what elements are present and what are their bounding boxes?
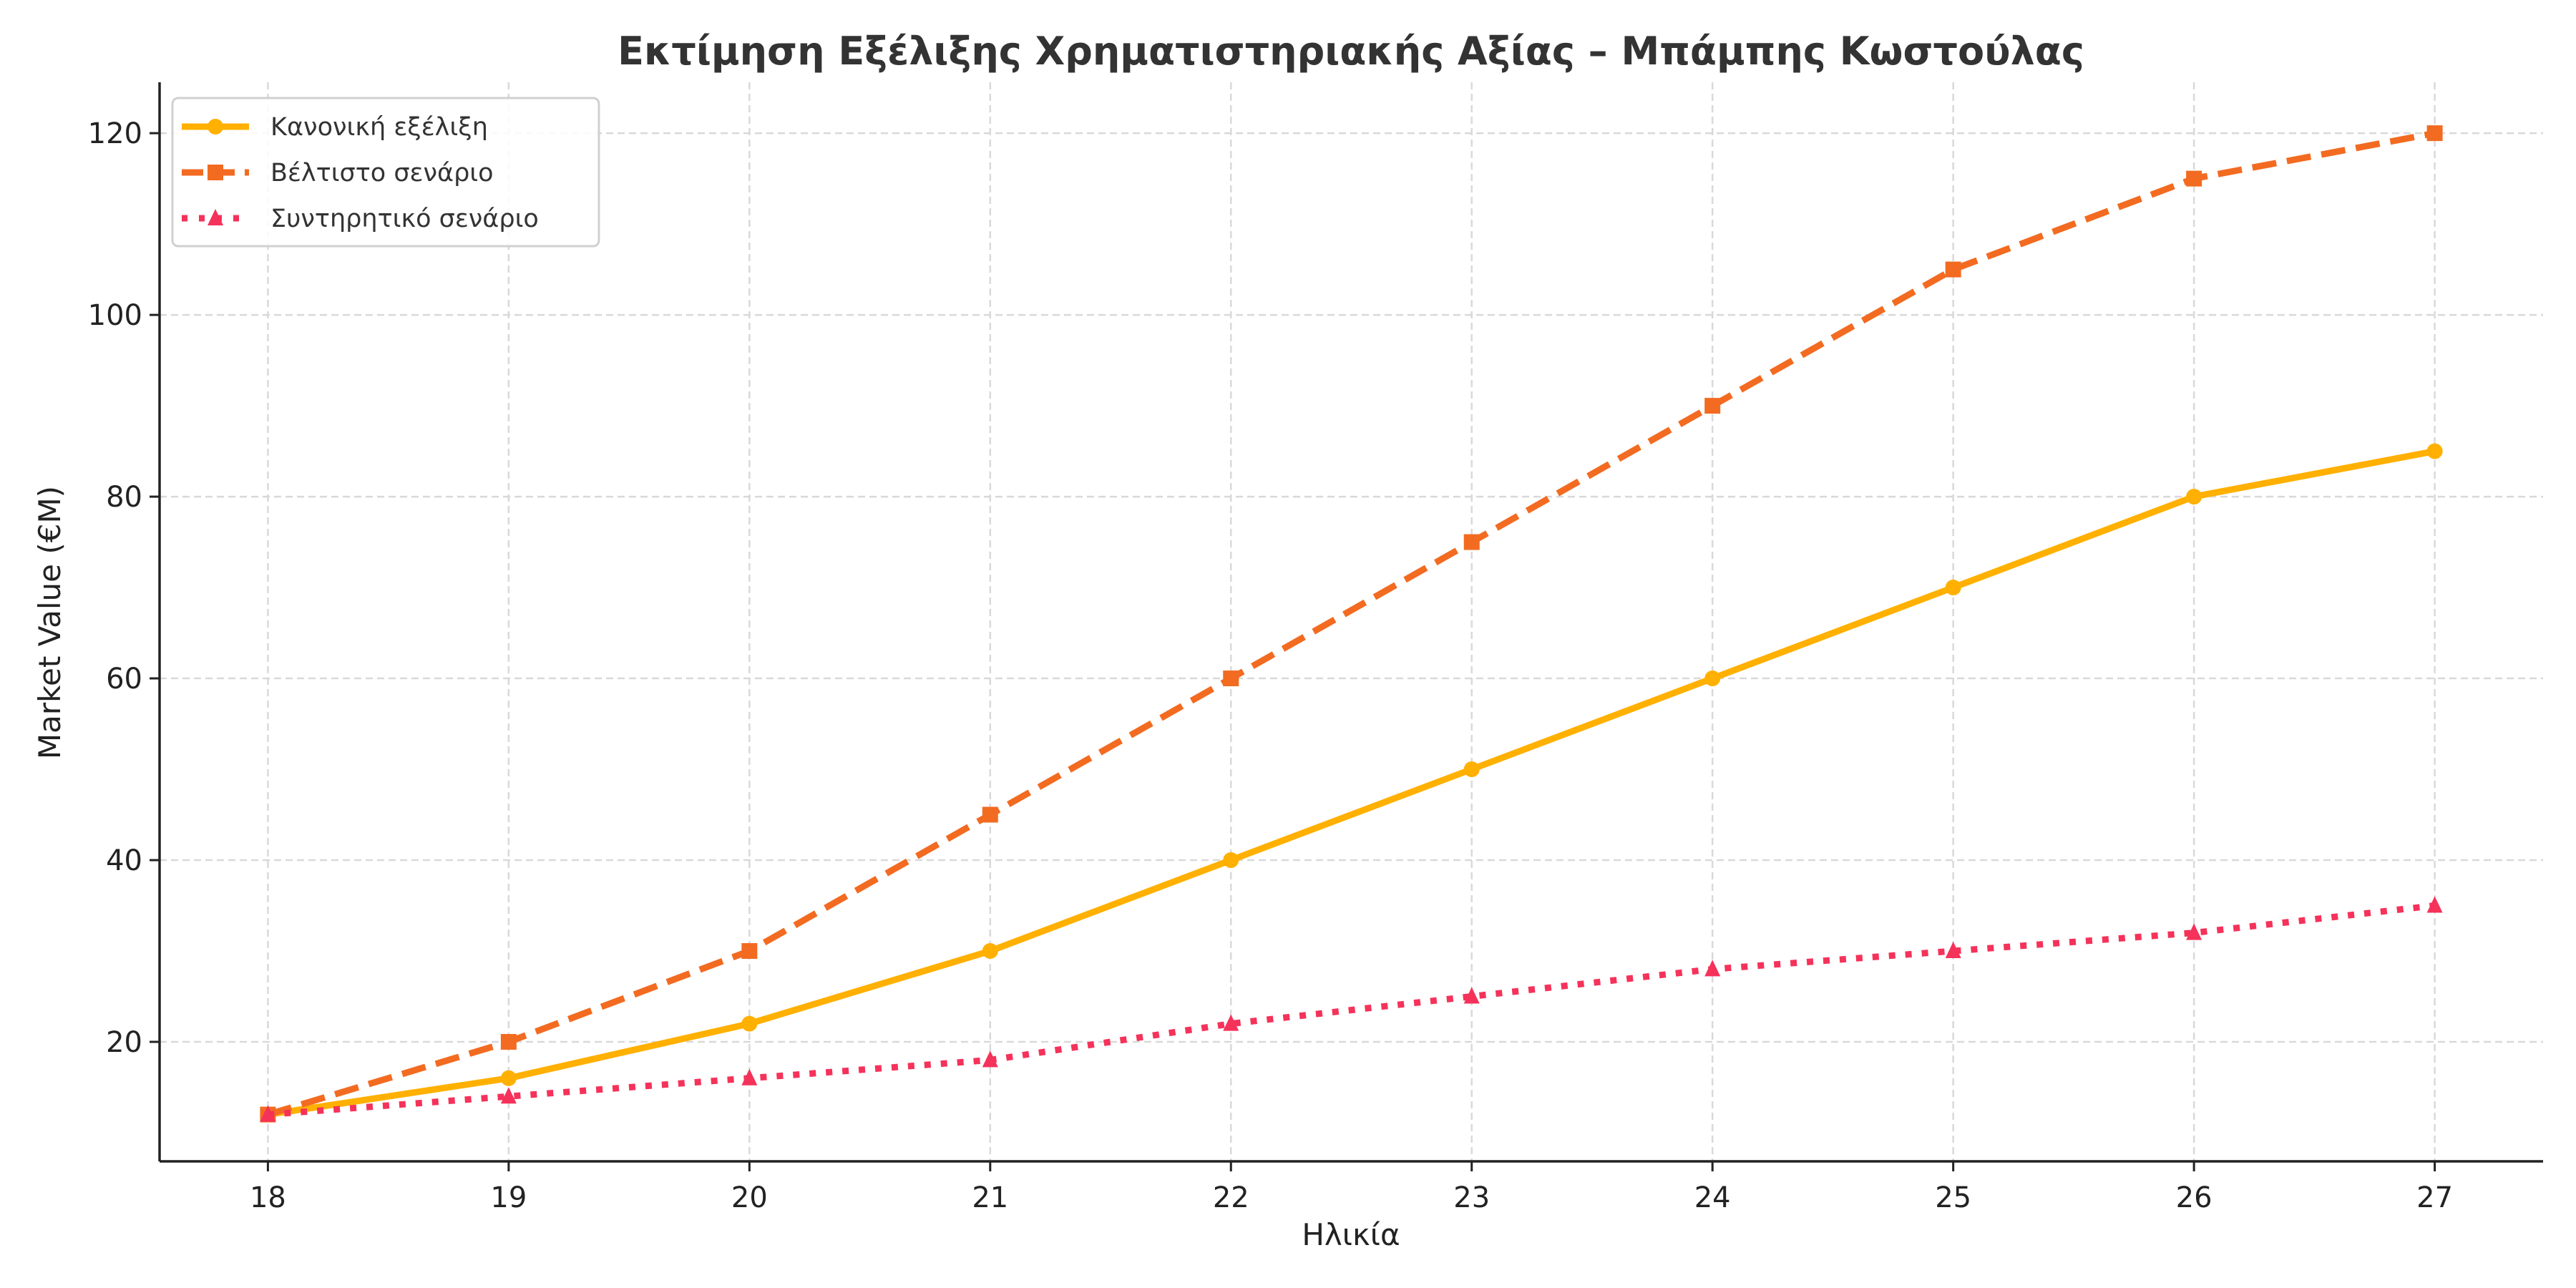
series-layer — [260, 125, 2443, 1123]
series-circle — [260, 443, 2443, 1123]
data-point-square — [1945, 261, 1961, 278]
series-square — [260, 125, 2443, 1123]
legend-label: Κανονική εξέλιξη — [270, 113, 488, 142]
data-point-circle — [208, 119, 223, 135]
grid — [160, 82, 2543, 1161]
y-tick-label: 80 — [106, 481, 142, 514]
data-point-triangle — [1704, 960, 1721, 977]
data-point-square — [208, 165, 223, 180]
data-point-circle — [2426, 443, 2443, 459]
legend: Κανονική εξέλιξη Βέλτιστο σενάριο Συντηρητ… — [171, 97, 600, 248]
data-point-triangle — [2426, 896, 2443, 913]
data-point-circle — [982, 943, 998, 960]
data-point-circle — [1223, 852, 1239, 869]
x-axis-label: Ηλικία — [1302, 1217, 1400, 1252]
series-line — [267, 448, 2436, 1118]
data-point-square — [2186, 170, 2202, 187]
data-point-triangle — [982, 1050, 998, 1068]
data-point-triangle — [2186, 923, 2202, 940]
data-point-triangle — [208, 209, 223, 225]
x-tick-label: 24 — [1694, 1181, 1731, 1214]
data-point-circle — [1704, 670, 1721, 687]
data-point-square — [1223, 670, 1239, 687]
chart-title: Εκτίμηση Εξέλιξης Χρηματιστηριακής Αξίας… — [618, 29, 2084, 74]
y-tick-label: 20 — [106, 1026, 142, 1059]
x-tick-label: 20 — [731, 1181, 768, 1214]
data-point-square — [982, 806, 998, 823]
data-point-circle — [1463, 761, 1480, 778]
data-point-triangle — [1463, 987, 1480, 1004]
data-point-square — [741, 943, 758, 960]
legend-label: Βέλτιστο σενάριο — [270, 159, 494, 187]
series-triangle — [260, 896, 2443, 1122]
data-point-triangle — [1945, 942, 1961, 959]
data-point-triangle — [741, 1068, 758, 1085]
data-point-triangle — [260, 1105, 276, 1122]
x-tick-label: 23 — [1453, 1181, 1490, 1214]
data-point-circle — [1945, 580, 1961, 596]
data-point-circle — [500, 1070, 517, 1086]
data-point-triangle — [1223, 1014, 1239, 1031]
y-tick-label: 40 — [106, 844, 142, 877]
x-tick-label: 18 — [250, 1181, 286, 1214]
data-point-circle — [741, 1015, 758, 1032]
data-point-square — [1463, 534, 1480, 550]
x-tick-label: 22 — [1213, 1181, 1249, 1214]
x-tick-label: 25 — [1935, 1181, 1971, 1214]
x-tick-label: 27 — [2416, 1181, 2453, 1214]
axes: 18 19 20 21 22 23 24 25 26 27 20 40 60 80 100 120 — [88, 82, 2543, 1214]
series-line — [268, 902, 2436, 1118]
legend-label: Συντηρητικό σενάριο — [270, 205, 539, 233]
data-point-triangle — [500, 1087, 517, 1104]
x-tick-label: 19 — [490, 1181, 527, 1214]
data-point-square — [500, 1034, 517, 1050]
y-tick-label: 60 — [106, 663, 142, 696]
data-point-square — [2426, 125, 2443, 142]
x-tick-label: 26 — [2176, 1181, 2212, 1214]
y-tick-label: 120 — [88, 117, 142, 150]
data-point-circle — [2186, 489, 2202, 505]
legend-box — [171, 97, 600, 248]
series-line — [267, 130, 2436, 1118]
y-axis-label: Market Value (€M) — [32, 486, 67, 759]
y-tick-label: 100 — [88, 299, 142, 332]
data-point-square — [1704, 398, 1721, 414]
x-tick-label: 21 — [972, 1181, 1008, 1214]
